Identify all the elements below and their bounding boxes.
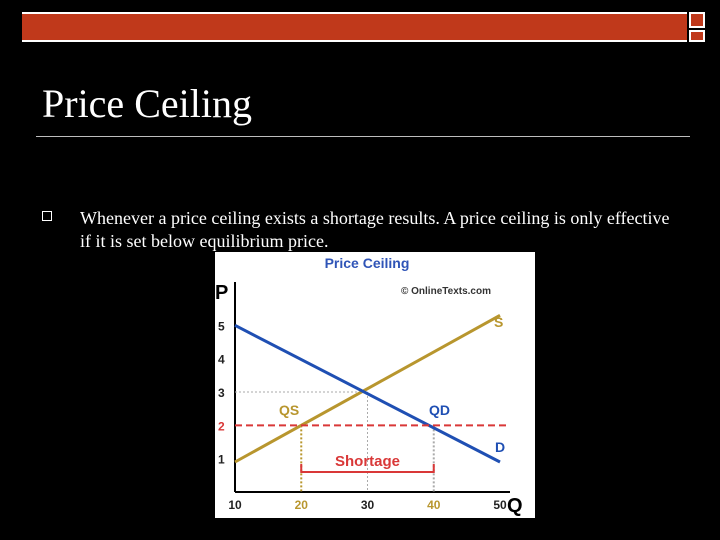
series-s-line — [234, 314, 501, 464]
y-tick-label: 4 — [218, 353, 225, 367]
y-axis-label: P — [215, 282, 228, 304]
shortage-bracket — [300, 464, 435, 473]
qd-label: QD — [429, 402, 450, 418]
series-d-line — [234, 324, 501, 464]
header-band — [22, 12, 687, 32]
y-tick-label: 1 — [218, 453, 225, 467]
bullet-text: Whenever a price ceiling exists a shorta… — [80, 208, 670, 251]
x-tick-label: 20 — [295, 498, 309, 512]
qs-label: QS — [279, 402, 299, 418]
price-ceiling-chart: Price Ceiling © OnlineTexts.com P Q 1 2 3 4 5 10 2… — [215, 255, 523, 517]
title-divider — [36, 136, 690, 137]
demand-label: D — [495, 439, 505, 455]
x-tick-label: 50 — [493, 498, 507, 512]
slide-title: Price Ceiling — [42, 81, 252, 126]
y-tick-label: 3 — [218, 386, 225, 400]
y-tick-label: 5 — [218, 319, 225, 333]
header-band-lower — [22, 30, 687, 42]
header-square — [689, 12, 705, 28]
bullet-square-icon — [42, 211, 52, 221]
price-ceiling-figure: Price Ceiling © OnlineTexts.com P Q 1 2 3 4 5 10 2… — [215, 252, 535, 518]
shortage-label: Shortage — [335, 453, 400, 470]
x-tick-label: 40 — [427, 498, 441, 512]
x-tick-label: 10 — [228, 498, 242, 512]
chart-title: Price Ceiling — [325, 255, 410, 271]
x-tick-label: 30 — [361, 498, 375, 512]
x-axis-label: Q — [507, 495, 523, 517]
header-square-lower — [689, 30, 705, 42]
supply-label: S — [494, 314, 503, 330]
chart-watermark: © OnlineTexts.com — [401, 286, 491, 297]
y-tick-label: 2 — [218, 419, 225, 433]
